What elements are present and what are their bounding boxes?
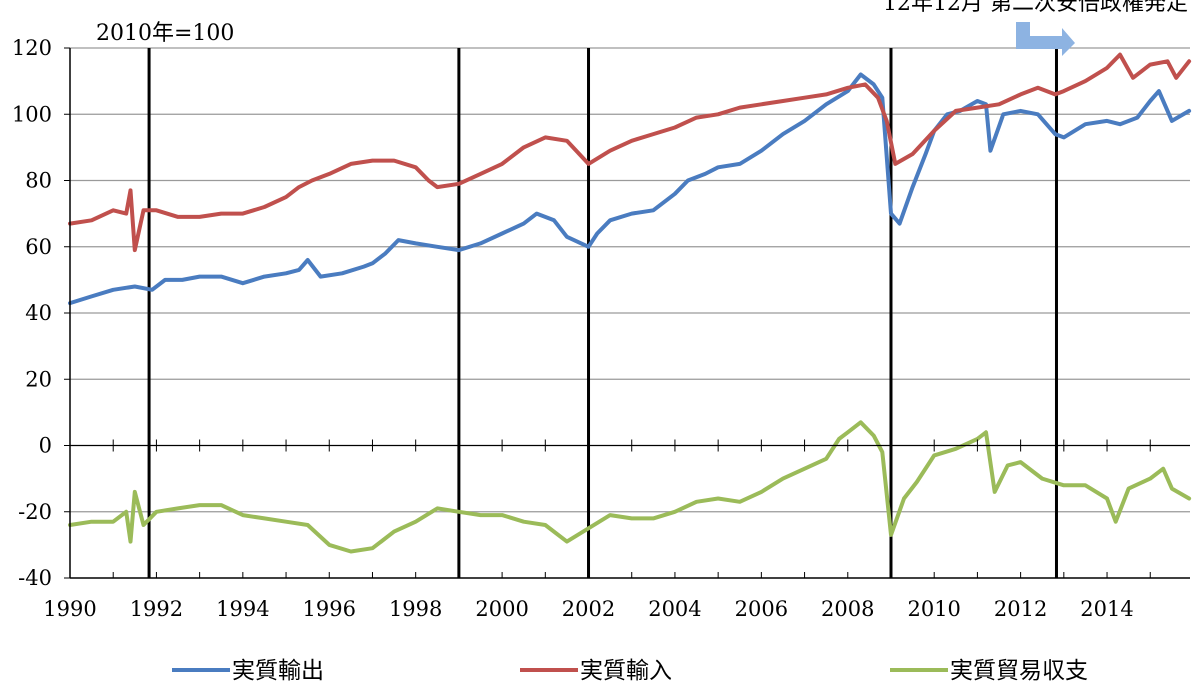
x-tick-label: 1992 xyxy=(130,597,183,621)
x-tick-label: 2002 xyxy=(562,597,615,621)
y-tick-label: 0 xyxy=(39,434,52,458)
legend-label: 実質貿易収支 xyxy=(950,658,1088,684)
legend-label: 実質輸出 xyxy=(232,658,324,684)
y-tick-label: 60 xyxy=(25,235,52,259)
x-tick-label: 1990 xyxy=(43,597,96,621)
y-tick-label: -20 xyxy=(18,500,52,524)
x-tick-label: 2010 xyxy=(907,597,960,621)
x-tick-label: 2006 xyxy=(735,597,788,621)
gridlines xyxy=(70,47,1190,513)
y-tick-label: -40 xyxy=(18,566,52,590)
x-tick-label: 2008 xyxy=(821,597,874,621)
legend: 実質輸出 実質輸入 実質貿易収支 xyxy=(172,658,1088,684)
x-tick-label: 1998 xyxy=(389,597,442,621)
y-tick-label: 80 xyxy=(25,169,52,193)
x-tick-label: 2004 xyxy=(648,597,701,621)
x-tick-label: 2012 xyxy=(994,597,1047,621)
legend-label: 実質輸入 xyxy=(580,658,672,684)
series-line-2 xyxy=(68,52,1192,253)
x-tick-label: 2000 xyxy=(475,597,528,621)
annotation-text: 12年12月 第二次安倍政権発足 xyxy=(883,0,1188,16)
series-line-3 xyxy=(68,420,1192,554)
x-tick-label: 1994 xyxy=(216,597,269,621)
x-tick-labels: 1990 1992 1994 1996 1998 2000 2002 2004 2006 2008… xyxy=(43,597,1133,621)
x-tick-label: 1996 xyxy=(303,597,356,621)
x-tick-label: 2014 xyxy=(1080,597,1133,621)
y-tick-label: 100 xyxy=(12,102,52,126)
series-lines xyxy=(68,52,1192,554)
series-line-1 xyxy=(68,72,1192,306)
arrow-icon xyxy=(1016,22,1075,56)
axes xyxy=(64,47,1190,579)
y-tick-label: 20 xyxy=(25,367,52,391)
y-tick-label: 120 xyxy=(12,36,52,60)
y-tick-label: 40 xyxy=(25,301,52,325)
unit-note: 2010年=100 xyxy=(96,21,234,46)
y-tick-labels: 120 100 80 60 40 20 0 -20 -40 xyxy=(12,36,52,590)
